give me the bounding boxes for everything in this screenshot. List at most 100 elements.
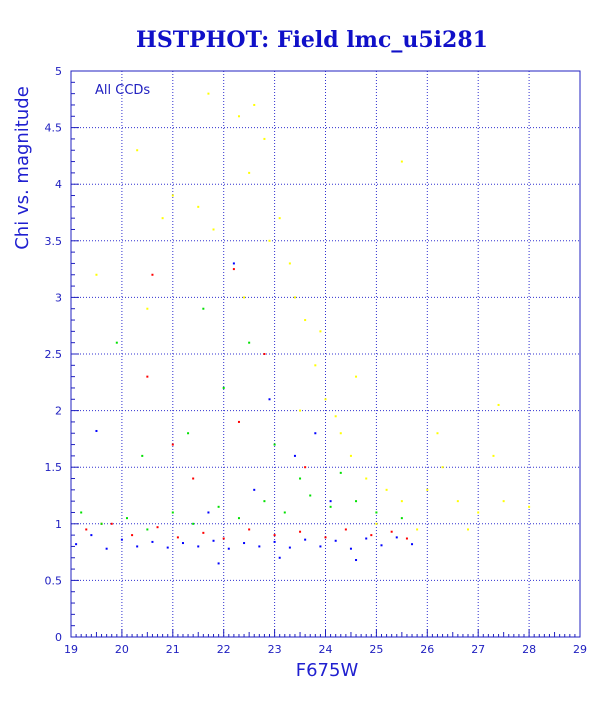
x-axis-label: F675W (296, 660, 359, 681)
data-point (400, 160, 403, 163)
x-tick-label: 20 (115, 643, 129, 656)
data-point (304, 538, 307, 541)
data-point (329, 500, 332, 503)
data-point (136, 545, 139, 548)
data-point (273, 443, 276, 446)
x-tick-label: 29 (573, 643, 587, 656)
data-point (232, 262, 235, 265)
data-point (141, 454, 144, 457)
data-point (202, 531, 205, 534)
data-point (197, 545, 200, 548)
data-point (207, 511, 210, 514)
data-point (355, 375, 358, 378)
data-point (288, 262, 291, 265)
data-point (237, 115, 240, 118)
data-point (319, 330, 322, 333)
data-point (288, 546, 291, 549)
data-point (436, 432, 439, 435)
data-point (314, 364, 317, 367)
data-point (263, 353, 266, 355)
data-points (75, 92, 531, 565)
data-point (95, 273, 98, 276)
data-point (192, 522, 195, 525)
data-point (268, 239, 271, 242)
data-point (243, 296, 246, 299)
data-point (390, 530, 393, 533)
data-point (416, 528, 419, 531)
data-point (528, 505, 531, 508)
data-point (192, 477, 195, 480)
data-point (90, 534, 93, 537)
x-tick-label: 23 (268, 643, 282, 656)
data-point (253, 103, 256, 106)
data-point (222, 386, 225, 389)
data-point (258, 545, 261, 548)
data-point (375, 522, 378, 525)
data-point (349, 454, 352, 457)
data-point (304, 319, 307, 322)
data-point (309, 494, 312, 497)
data-point (293, 296, 296, 299)
data-point (171, 443, 174, 446)
data-point (400, 500, 403, 503)
data-point (411, 543, 414, 546)
y-tick-label: 4.5 (45, 122, 63, 135)
data-point (248, 171, 251, 174)
grid (71, 71, 580, 637)
data-point (385, 488, 388, 491)
data-point (156, 526, 159, 529)
x-tick-label: 26 (420, 643, 434, 656)
data-point (375, 511, 378, 514)
y-tick-label: 2.5 (45, 348, 63, 361)
data-point (339, 471, 342, 474)
data-point (273, 540, 276, 543)
data-point (146, 528, 149, 531)
x-tick-label: 19 (64, 643, 78, 656)
data-point (339, 432, 342, 435)
data-point (477, 511, 480, 514)
data-point (253, 488, 256, 491)
data-point (426, 488, 429, 491)
data-point (243, 542, 246, 545)
data-point (467, 528, 470, 531)
data-point (502, 500, 505, 503)
data-point (395, 536, 398, 539)
data-point (136, 149, 139, 152)
data-point (131, 534, 134, 537)
data-point (161, 217, 164, 220)
data-point (405, 537, 408, 540)
data-point (80, 511, 83, 514)
data-point (125, 517, 128, 520)
data-point (171, 511, 174, 514)
data-point (212, 539, 215, 542)
data-point (441, 466, 444, 469)
x-tick-label: 25 (369, 643, 383, 656)
data-point (349, 547, 352, 550)
data-point (293, 454, 296, 457)
data-point (400, 517, 403, 520)
data-point (197, 205, 200, 208)
x-axis-ticks: 19 20 21 22 23 24 25 26 27 28 29 (64, 629, 587, 656)
data-point (95, 429, 98, 432)
data-point (365, 537, 368, 540)
y-axis-label: Chi vs. magnitude (12, 86, 33, 250)
data-point (329, 505, 332, 508)
data-point (232, 268, 235, 271)
y-tick-label: 3.5 (45, 235, 63, 248)
y-tick-label: 1.5 (45, 461, 63, 474)
y-tick-label: 5 (55, 65, 62, 78)
data-point (304, 466, 307, 469)
data-point (299, 530, 302, 533)
data-point (324, 536, 327, 539)
data-point (299, 409, 302, 412)
data-point (105, 547, 108, 550)
data-point (344, 528, 347, 531)
data-point (217, 562, 220, 565)
data-point (85, 528, 88, 531)
data-point (370, 534, 373, 537)
y-tick-label: 4 (55, 178, 62, 191)
data-point (283, 511, 286, 514)
data-point (278, 217, 281, 220)
data-point (365, 477, 368, 480)
